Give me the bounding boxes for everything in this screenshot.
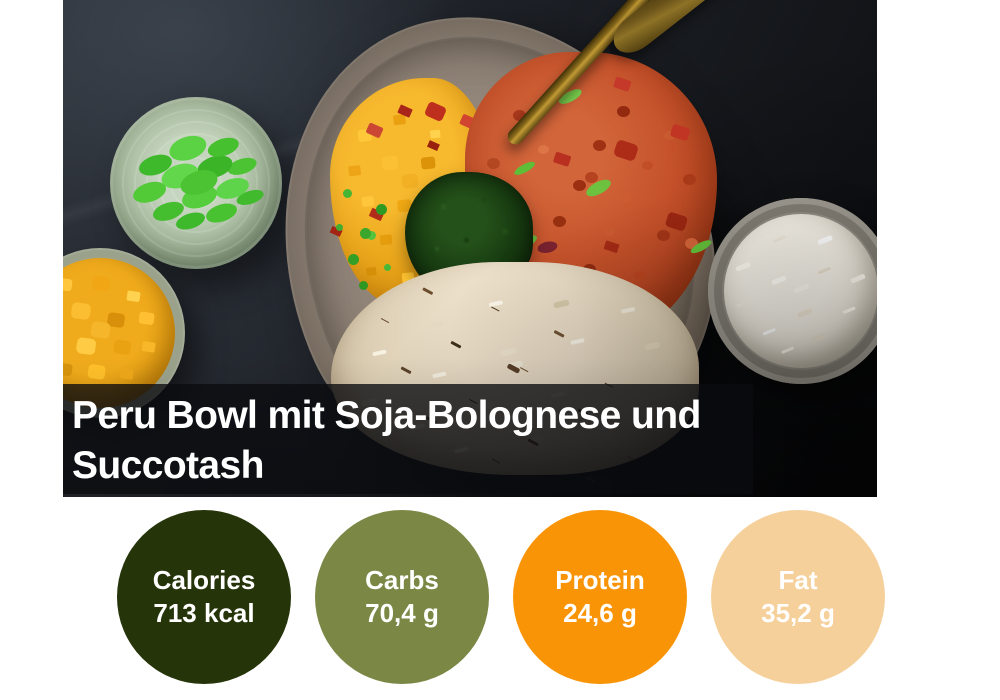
carbs-label: Carbs	[365, 565, 439, 595]
calories-label: Calories	[152, 565, 256, 595]
white-rice-grains	[793, 283, 810, 294]
tomato-chunks	[612, 139, 640, 162]
bolognese-texture	[585, 172, 598, 183]
succotash-kernels	[401, 173, 419, 189]
calories-value: 713 kcal	[153, 598, 255, 628]
fat-value: 35,2 g	[761, 598, 835, 628]
nutrition-circle-carbs: Carbs 70,4 g	[315, 510, 489, 684]
carbs-value: 70,4 g	[365, 598, 439, 628]
corn-kernels	[89, 320, 112, 340]
fat-label: Fat	[778, 565, 818, 595]
recipe-title-line-1: Peru Bowl mit Soja-Bolognese und	[72, 394, 701, 437]
nutrition-circle-protein: Protein 24,6 g	[513, 510, 687, 684]
recipe-title-line-2: Succotash	[72, 444, 264, 487]
recipe-photo: Peru Bowl mit Soja-Bolognese und Succota…	[63, 0, 877, 497]
nutrition-circle-calories: Calories 713 kcal	[117, 510, 291, 684]
edamame-bowl	[110, 97, 282, 269]
green-peas	[360, 228, 371, 239]
rice-side-bowl	[708, 198, 877, 384]
protein-value: 24,6 g	[563, 598, 637, 628]
protein-label: Protein	[555, 565, 645, 595]
title-overlay: Peru Bowl mit Soja-Bolognese und Succota…	[63, 384, 753, 494]
white-rice	[724, 214, 877, 368]
red-pepper-bits	[423, 100, 448, 123]
nutrition-circle-fat: Fat 35,2 g	[711, 510, 885, 684]
